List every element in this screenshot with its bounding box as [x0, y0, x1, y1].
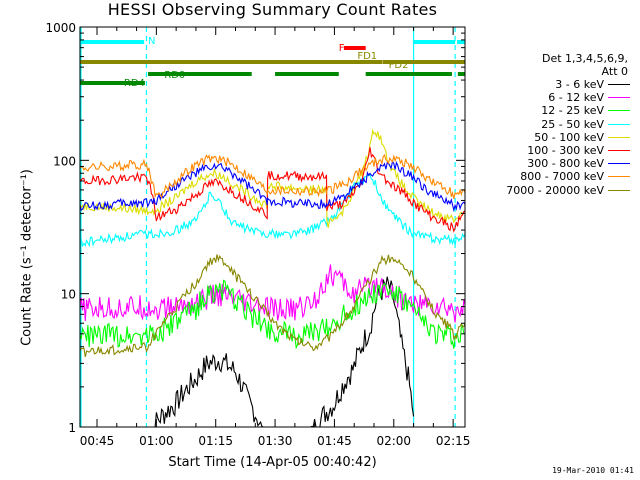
flag-bar-N-1 — [413, 40, 456, 44]
legend-label-3: 25 - 50 keV — [541, 117, 604, 131]
legend-swatch-0 — [608, 84, 630, 86]
chart-title: HESSI Observing Summary Count Rates — [107, 0, 438, 19]
y-axis-label: Count Rate (s⁻¹ detector⁻¹) — [19, 169, 35, 346]
x-tick-label-3: 01:30 — [258, 434, 293, 448]
x-tick-label-5: 02:00 — [376, 434, 411, 448]
flag-bar-N-0 — [80, 40, 145, 44]
flag-label-N: N — [148, 36, 155, 47]
footer-date: 19-Mar-2010 01:41 — [552, 466, 634, 475]
legend-item-4: 50 - 100 keV — [470, 131, 636, 144]
legend-swatch-4 — [608, 136, 630, 138]
y-tick-label-3: 1000 — [45, 21, 76, 35]
flag-label-FD2: FD2 — [389, 60, 409, 71]
flag-label-RD4: RD4 — [124, 78, 145, 89]
legend-swatch-1 — [608, 97, 630, 99]
flag-bar-RD4-0 — [80, 81, 145, 85]
flag-bar-N-2 — [457, 40, 465, 44]
flag-label-RD0: RD0 — [164, 70, 185, 81]
legend-swatch-5 — [608, 150, 630, 152]
legend-label-5: 100 - 300 keV — [527, 144, 604, 158]
x-tick-label-2: 01:15 — [198, 434, 233, 448]
series-line-2-0 — [79, 279, 466, 350]
series-line-3-0 — [79, 174, 466, 248]
legend-rows: 3 - 6 keV 6 - 12 keV 12 - 25 keV 25 - 50 ke… — [470, 78, 636, 197]
flag-label-F: F — [339, 43, 345, 54]
flag-bar-FD1-0 — [80, 60, 383, 64]
legend-label-1: 6 - 12 keV — [548, 91, 604, 105]
series-line-7-0 — [79, 153, 466, 199]
series-line-8-0 — [79, 254, 466, 358]
flag-bar-F-0 — [343, 46, 366, 50]
legend-item-2: 12 - 25 keV — [470, 104, 636, 117]
x-tick-label-4: 01:45 — [317, 434, 352, 448]
legend-item-7: 800 - 7000 keV — [470, 170, 636, 183]
y-tick-label-2: 100 — [53, 154, 76, 168]
y-tick-label-1: 10 — [61, 288, 76, 302]
x-tick-label-0: 00:45 — [80, 434, 115, 448]
legend-item-3: 25 - 50 keV — [470, 118, 636, 131]
legend: Det 1,3,4,5,6,9, Att 0 3 - 6 keV 6 - 12 k… — [470, 52, 636, 197]
legend-label-6: 300 - 800 keV — [527, 157, 604, 171]
legend-item-8: 7000 - 20000 keV — [470, 184, 636, 197]
x-tick-label-6: 02:15 — [436, 434, 471, 448]
legend-label-8: 7000 - 20000 keV — [506, 183, 604, 197]
flag-bar-RD0-1 — [275, 72, 339, 76]
legend-header-line2: Att 0 — [601, 65, 628, 78]
series-line-1-0 — [79, 264, 466, 323]
legend-item-1: 6 - 12 keV — [470, 91, 636, 104]
legend-swatch-3 — [608, 123, 630, 125]
legend-label-4: 50 - 100 keV — [534, 130, 604, 144]
legend-label-7: 800 - 7000 keV — [520, 170, 604, 184]
legend-item-5: 100 - 300 keV — [470, 144, 636, 157]
legend-swatch-6 — [608, 163, 630, 165]
legend-swatch-7 — [608, 176, 630, 178]
x-tick-label-1: 01:00 — [139, 434, 174, 448]
x-axis-label: Start Time (14-Apr-05 00:40:42) — [168, 455, 377, 470]
flag-bar-RD0-2 — [365, 72, 452, 76]
flag-bar-FD1-1 — [382, 60, 465, 64]
flag-label-FD1: FD1 — [357, 51, 377, 62]
series-line-0-1 — [296, 276, 415, 428]
y-tick-label-0: 1 — [68, 421, 76, 435]
flag-bar-RD0-0 — [148, 72, 252, 76]
legend-header-line1: Det 1,3,4,5,6,9, — [541, 52, 628, 65]
series-line-4-0 — [79, 128, 466, 228]
series-line-5-0 — [79, 147, 466, 233]
legend-label-2: 12 - 25 keV — [541, 104, 604, 118]
legend-item-6: 300 - 800 keV — [470, 157, 636, 170]
flag-bar-RD0-3 — [457, 72, 465, 76]
series-line-6-0 — [79, 160, 466, 213]
legend-item-0: 3 - 6 keV — [470, 78, 636, 91]
legend-swatch-8 — [608, 189, 630, 191]
flag-bar-FD2-0 — [388, 60, 391, 64]
series-line-0-0 — [147, 353, 274, 428]
axes-frame — [79, 26, 466, 428]
legend-label-0: 3 - 6 keV — [555, 78, 604, 92]
legend-swatch-2 — [608, 110, 630, 112]
